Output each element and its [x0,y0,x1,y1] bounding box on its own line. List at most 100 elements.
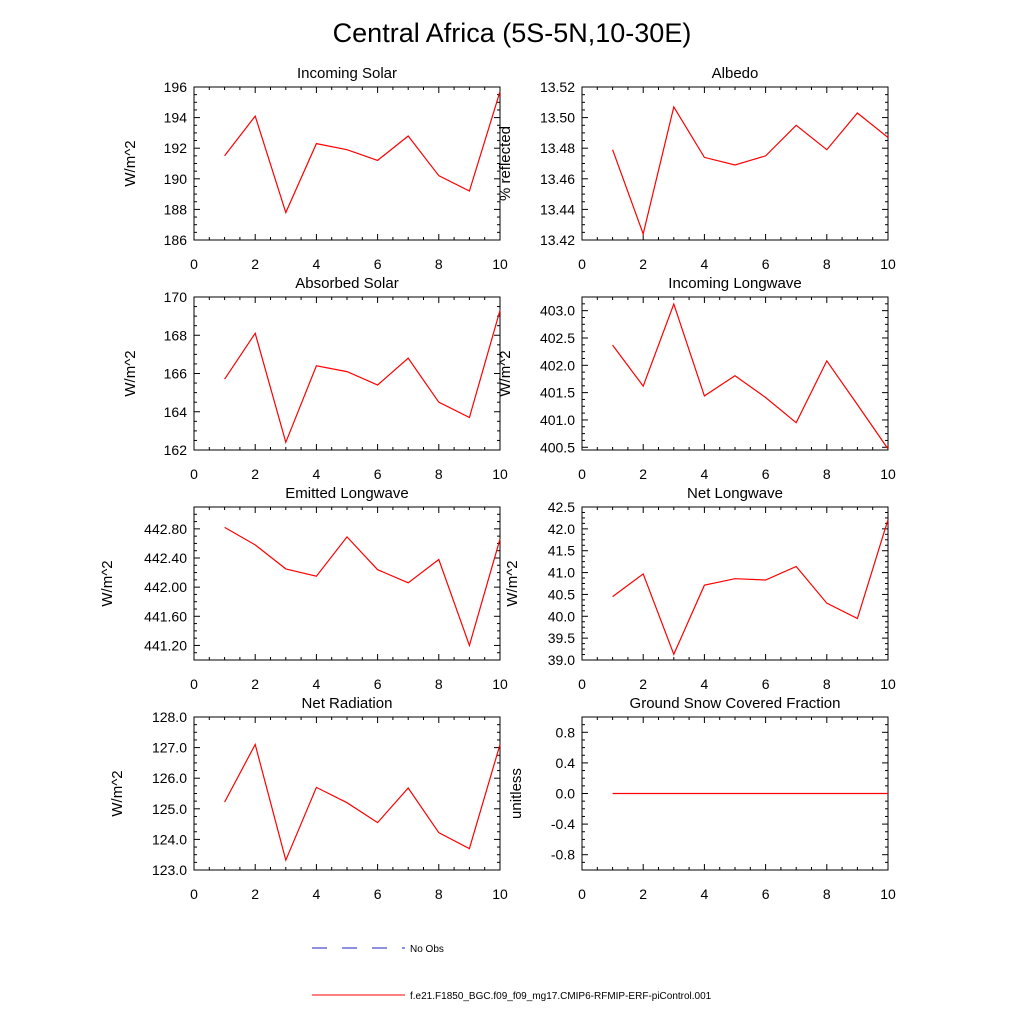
y-tick-label: 441.60 [144,608,187,624]
y-axis-label: % reflected [497,126,514,201]
panel-6: Net Longwave W/m^2 0 2 4 6 8 10 39.0 39.5 40.0 40.5… [504,485,896,692]
y-tick-label: -0.4 [551,816,575,832]
x-tick-label: 0 [190,676,198,692]
y-axis-label: W/m^2 [109,770,126,816]
panel-title: Absorbed Solar [295,275,398,292]
y-tick-label: 442.80 [144,521,187,537]
x-tick-label: 8 [435,886,443,902]
y-tick-label: 402.0 [540,357,575,373]
y-tick-label: 194 [164,110,188,126]
y-axis-label: W/m^2 [122,140,139,186]
x-tick-label: 2 [639,256,647,272]
x-tick-label: 4 [313,466,321,482]
x-tick-label: 0 [190,886,198,902]
y-tick-label: 192 [164,140,188,156]
x-tick-label: 8 [823,886,831,902]
series-line [612,105,889,236]
panel-title: Incoming Solar [297,65,397,82]
y-tick-label: 166 [164,366,188,382]
y-tick-label: 403.0 [540,303,575,319]
x-tick-label: 8 [823,466,831,482]
x-tick-label: 10 [880,466,896,482]
y-tick-label: 13.44 [540,201,575,217]
y-axis-label: W/m^2 [122,350,139,396]
panel-2: Albedo % reflected 0 2 4 6 8 10 13.42 13.44 13.46 1… [497,65,896,272]
x-tick-label: 10 [880,676,896,692]
x-tick-label: 0 [190,256,198,272]
legend-obs-label: No Obs [410,944,444,955]
plot-frame [193,506,501,661]
x-tick-label: 8 [435,466,443,482]
x-tick-label: 2 [251,676,259,692]
legend: No Obs f.e21.F1850_BGC.f09_f09_mg17.CMIP… [312,944,712,1002]
x-tick-label: 0 [578,466,586,482]
plot-frame [581,506,889,661]
panels: Incoming Solar W/m^2 0 2 4 6 8 10 186 188 190 192 19… [99,65,896,902]
x-tick-label: 0 [578,886,586,902]
series-line [224,310,501,445]
y-tick-label: 41.0 [548,565,575,581]
x-tick-label: 2 [251,256,259,272]
y-tick-label: 402.5 [540,330,575,346]
plot-frame [193,716,501,871]
panel-title: Albedo [712,65,759,82]
x-tick-label: 8 [435,676,443,692]
y-tick-label: 441.20 [144,637,187,653]
y-axis-label: W/m^2 [497,350,514,396]
x-tick-label: 2 [639,676,647,692]
y-tick-label: 400.5 [540,439,575,455]
x-tick-label: 6 [374,676,382,692]
y-tick-label: 190 [164,171,188,187]
y-tick-label: 442.40 [144,550,187,566]
x-tick-label: 6 [762,256,770,272]
y-tick-label: 124.0 [152,831,187,847]
panel-3: Absorbed Solar W/m^2 0 2 4 6 8 10 162 164 166 168 17… [122,275,508,482]
panel-title: Net Radiation [302,695,393,712]
y-tick-label: 164 [164,404,188,420]
y-tick-label: 126.0 [152,770,187,786]
plot-frame [193,296,501,451]
x-tick-label: 0 [578,676,586,692]
x-tick-label: 10 [880,256,896,272]
panel-1: Incoming Solar W/m^2 0 2 4 6 8 10 186 188 190 192 19… [122,65,508,272]
panel-title: Emitted Longwave [285,485,408,502]
panel-5: Emitted Longwave W/m^2 0 2 4 6 8 10 441.20 441.60… [99,485,508,692]
y-tick-label: 168 [164,327,188,343]
y-tick-label: 0.8 [556,724,576,740]
y-tick-label: 162 [164,442,188,458]
series-line [224,742,501,863]
y-tick-label: 40.0 [548,608,575,624]
x-tick-label: 8 [823,256,831,272]
y-tick-label: 42.5 [548,499,575,515]
y-tick-label: 13.48 [540,140,575,156]
series-line [224,91,501,215]
y-tick-label: 401.5 [540,385,575,401]
x-tick-label: 4 [313,886,321,902]
x-tick-label: 6 [374,466,382,482]
x-tick-label: 4 [701,256,709,272]
panel-title: Incoming Longwave [668,275,801,292]
y-tick-label: 39.5 [548,630,575,646]
y-tick-label: 39.0 [548,652,575,668]
panel-7: Net Radiation W/m^2 0 2 4 6 8 10 123.0 124.0 125.0… [109,695,508,902]
x-tick-label: 8 [435,256,443,272]
x-tick-label: 10 [492,886,508,902]
y-tick-label: 188 [164,201,188,217]
y-tick-label: -0.8 [551,847,575,863]
x-tick-label: 6 [762,886,770,902]
panel-title: Net Longwave [687,485,783,502]
y-tick-label: 13.46 [540,171,575,187]
x-tick-label: 0 [190,466,198,482]
x-tick-label: 0 [578,256,586,272]
y-tick-label: 442.00 [144,579,187,595]
series-line [612,519,889,656]
y-tick-label: 41.5 [548,543,575,559]
plot-frame [193,86,501,241]
x-tick-label: 4 [313,676,321,692]
y-tick-label: 196 [164,79,188,95]
x-tick-label: 6 [374,886,382,902]
x-tick-label: 2 [251,886,259,902]
y-tick-label: 123.0 [152,862,187,878]
